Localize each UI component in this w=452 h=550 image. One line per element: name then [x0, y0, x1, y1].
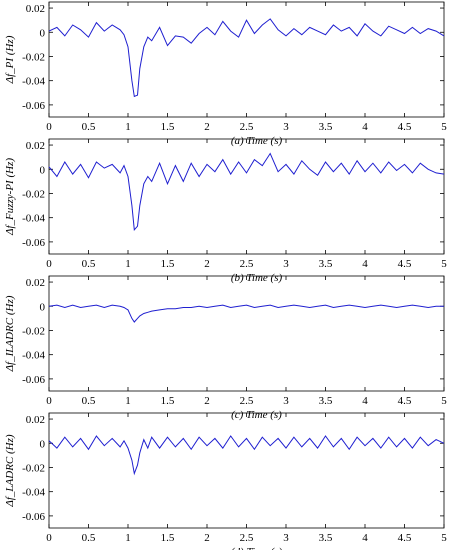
- panel-b-ytick-label: -0.06: [22, 237, 45, 249]
- panel-c-caption: (c) Time (s): [231, 409, 282, 421]
- panel-b-xtick-label: 1: [125, 258, 131, 270]
- panel-b-xtick-label: 4.5: [398, 258, 412, 270]
- panel-b-ytick-label: 0: [40, 164, 46, 176]
- panel-b-ytick-label: -0.02: [22, 188, 45, 200]
- panel-c-ytick-label: -0.02: [22, 325, 45, 337]
- panel-b-xtick-label: 3: [283, 258, 289, 270]
- panel-c-xtick-label: 3: [283, 395, 289, 407]
- panel-a-xtick-label: 2: [204, 121, 210, 133]
- panel-d-xtick-label: 2.5: [240, 532, 254, 544]
- panel-c-series-line: [48, 304, 444, 323]
- panel-a-caption: (a) Time (s): [231, 135, 283, 147]
- panel-d-xtick-label: 5: [441, 532, 447, 544]
- panel-b-caption: (b) Time (s): [231, 272, 283, 284]
- panel-b-xtick-label: 2: [204, 258, 210, 270]
- panel-d-xtick-label: 0.5: [82, 532, 96, 544]
- panel-d-xtick-label: 4: [362, 532, 368, 544]
- panel-c-xtick-label: 1: [125, 395, 131, 407]
- panel-d-xtick-label: 2: [204, 532, 210, 544]
- panel-a-ytick-label: -0.02: [22, 51, 45, 63]
- panel-d-axes-box: [48, 412, 445, 529]
- panel-a-xtick-label: 1: [125, 121, 131, 133]
- panel-d-ytick-label: -0.02: [22, 462, 45, 474]
- panel-c-xtick-label: 0.5: [82, 395, 96, 407]
- panel-a-xtick-label: 0.5: [82, 121, 96, 133]
- panel-a-xtick-label: 3: [283, 121, 289, 133]
- panel-b-ytick-label: 0.02: [26, 140, 45, 152]
- panel-b-xtick-label: 5: [441, 258, 447, 270]
- panel-c-ylabel: Δf_ILADRC (Hz): [4, 295, 16, 372]
- panel-a-ylabel: Δf_PI (Hz): [4, 35, 16, 84]
- panel-d-ytick-label: 0: [40, 438, 46, 450]
- panel-c-xtick-label: 5: [441, 395, 447, 407]
- panel-a-xtick-label: 4: [362, 121, 368, 133]
- panel-b-axes-box: [48, 138, 445, 255]
- panel-c-xtick-label: 4: [362, 395, 368, 407]
- panel-a-xtick-label: 3.5: [319, 121, 333, 133]
- panel-d-series-line: [48, 435, 445, 476]
- panel-b-ytick-label: -0.04: [22, 213, 45, 225]
- panel-b-xtick-label: 2.5: [240, 258, 254, 270]
- panel-c-ytick-label: -0.04: [22, 350, 45, 362]
- panel-c-xtick-label: 2: [204, 395, 210, 407]
- panel-d-ytick-label: -0.04: [22, 487, 45, 499]
- panel-c-xtick-label: 1.5: [161, 395, 175, 407]
- panel-b-xtick-label: 1.5: [161, 258, 175, 270]
- panel-d-xtick-label: 0: [46, 532, 52, 544]
- panel-d-xtick-label: 1: [125, 532, 131, 544]
- panel-c-axes-box: [48, 275, 445, 392]
- panel-c-xtick-label: 3.5: [319, 395, 333, 407]
- panel-b-xtick-label: 4: [362, 258, 368, 270]
- panel-b-xtick-label: 3.5: [319, 258, 333, 270]
- panel-a-xtick-label: 2.5: [240, 121, 254, 133]
- panel-c-xtick-label: 0: [46, 395, 52, 407]
- panel-d-ylabel: Δf_LADRC (Hz): [4, 434, 16, 507]
- panel-a-xtick-label: 5: [441, 121, 447, 133]
- panel-c-xtick-label: 2.5: [240, 395, 254, 407]
- panel-d-caption: (d) Time (s): [231, 546, 283, 550]
- panel-c-ytick-label: 0.02: [26, 277, 45, 289]
- panel-b-xtick-label: 0.5: [82, 258, 96, 270]
- panel-a-xtick-label: 4.5: [398, 121, 412, 133]
- panel-c-xtick-label: 4.5: [398, 395, 412, 407]
- panel-a-ytick-label: 0.02: [26, 3, 45, 15]
- panel-d-ytick-label: 0.02: [26, 414, 45, 426]
- panel-d-xtick-label: 1.5: [161, 532, 175, 544]
- panel-a-ytick-label: -0.06: [22, 100, 45, 112]
- panel-a-xtick-label: 1.5: [161, 121, 175, 133]
- panel-c-ytick-label: 0: [40, 301, 46, 313]
- panel-d-xtick-label: 3.5: [319, 532, 333, 544]
- panel-c-ytick-label: -0.06: [22, 374, 45, 386]
- panel-b-ylabel: Δf_Fuzzy-PI (Hz): [4, 158, 16, 236]
- panel-a-series-line: [48, 18, 445, 98]
- panel-d-xtick-label: 4.5: [398, 532, 412, 544]
- panel-d-ytick-label: -0.06: [22, 511, 45, 523]
- panel-b-series-line: [48, 152, 445, 231]
- panel-b-xtick-label: 0: [46, 258, 52, 270]
- panel-d-xtick-label: 3: [283, 532, 289, 544]
- panel-a-ytick-label: 0: [40, 27, 46, 39]
- panel-a-xtick-label: 0: [46, 121, 52, 133]
- panel-a-ytick-label: -0.04: [22, 76, 45, 88]
